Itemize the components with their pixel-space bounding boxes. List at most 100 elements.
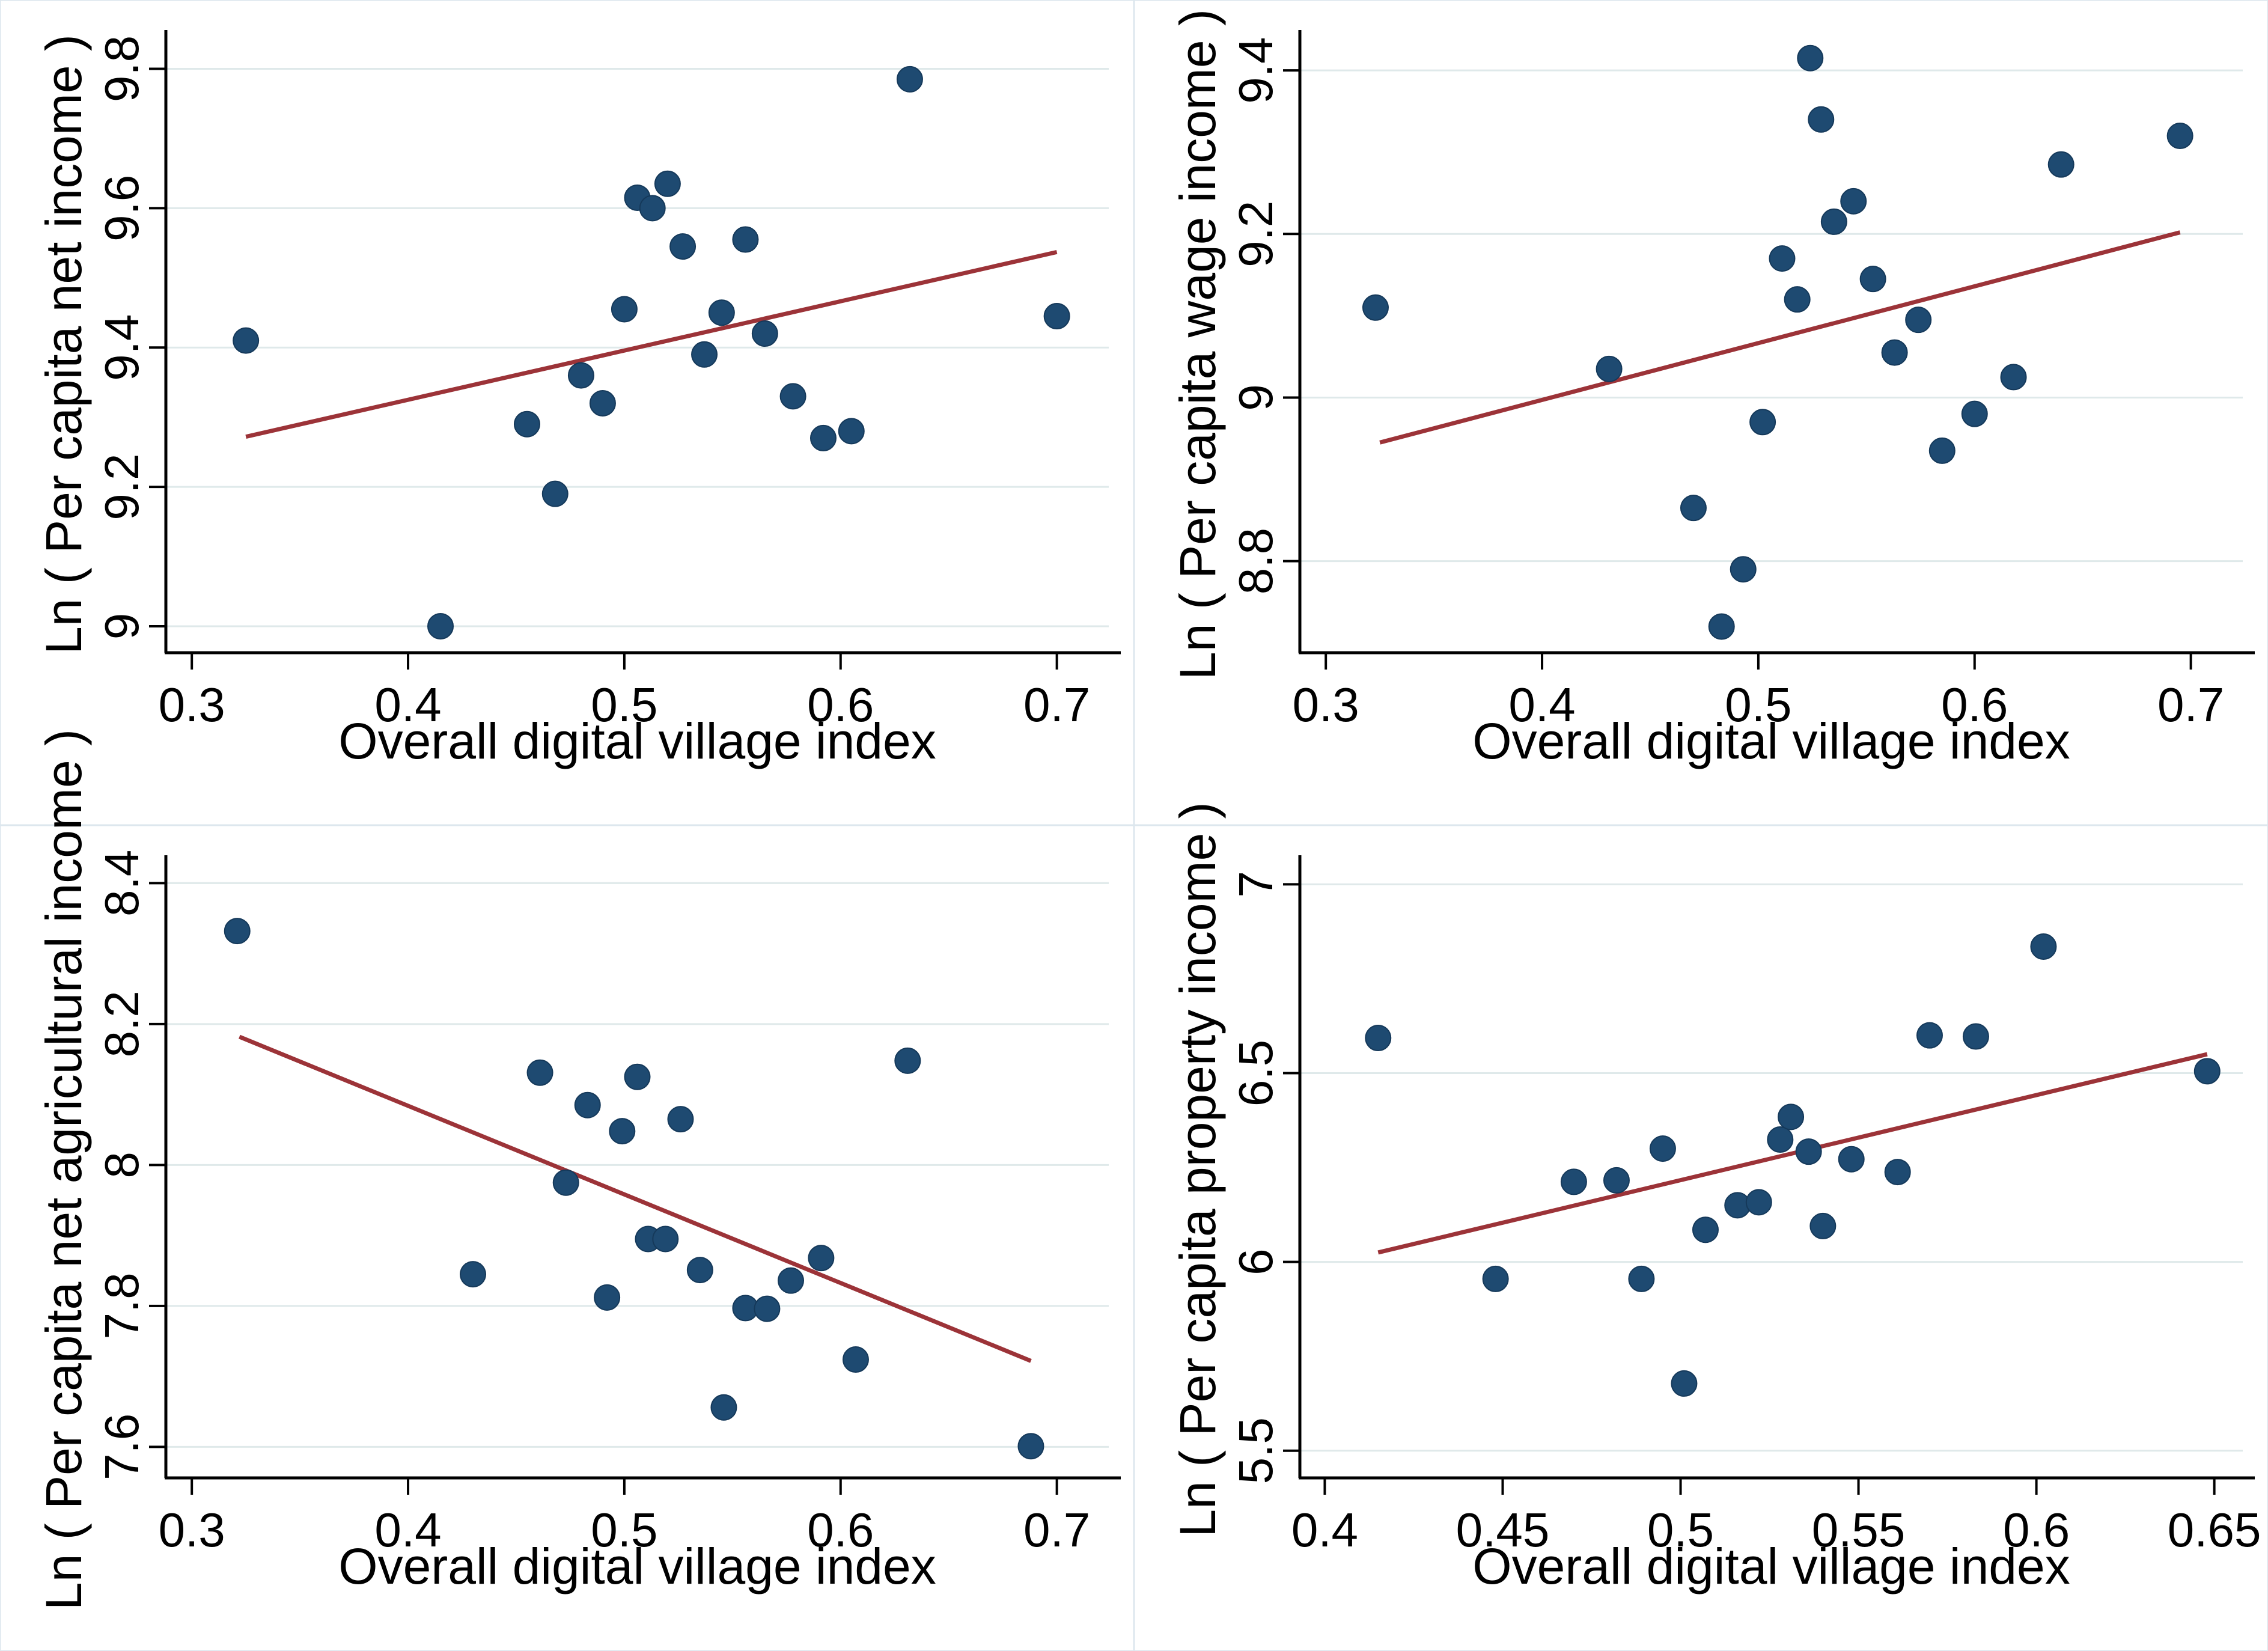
- data-point: [1365, 1025, 1392, 1052]
- x-tick-label: 0.3: [159, 678, 225, 731]
- x-tick-label: 0.6: [807, 678, 874, 731]
- data-point: [808, 1245, 835, 1272]
- data-point: [526, 1059, 553, 1086]
- y-axis-title: Ln ( Per capita net agricultural income …: [35, 729, 92, 1610]
- data-point: [541, 480, 569, 507]
- y-tick-label: 9.2: [1229, 201, 1282, 267]
- x-tick-label: 0.5: [591, 1503, 657, 1557]
- data-point: [842, 1346, 869, 1373]
- data-point: [2047, 151, 2074, 178]
- data-point: [611, 296, 638, 323]
- data-point: [751, 320, 778, 347]
- x-tick-label: 0.6: [807, 1503, 874, 1557]
- x-tick-label: 0.3: [1293, 678, 1359, 731]
- data-point: [513, 410, 540, 438]
- y-tick-label: 5.5: [1229, 1417, 1282, 1484]
- data-point: [1603, 1167, 1630, 1194]
- data-point: [896, 66, 923, 93]
- x-tick-label: 0.65: [2168, 1503, 2261, 1557]
- data-point: [1961, 400, 1988, 427]
- data-point: [1809, 1212, 1837, 1239]
- data-point: [2166, 123, 2193, 150]
- data-point: [594, 1284, 621, 1311]
- data-point: [1916, 1022, 1943, 1049]
- x-axis-title: Overall digital village index: [1472, 1538, 2070, 1595]
- data-point: [809, 424, 837, 451]
- y-tick-label: 9.2: [95, 453, 148, 520]
- y-tick-label: 7: [1229, 871, 1282, 898]
- x-tick-label: 0.4: [1508, 678, 1575, 731]
- y-axis-title: Ln ( Per capita net income ): [35, 34, 92, 655]
- x-tick-label: 0.6: [1941, 678, 2008, 731]
- net-income-chart: 9 9.2 9.4 9.6 9.8 0.3 0.4 0.5 0.6 0.7 Overall digi…: [0, 0, 1135, 826]
- data-point: [1797, 44, 1824, 72]
- data-point: [1017, 1433, 1044, 1460]
- data-point: [1730, 556, 1757, 583]
- data-point: [669, 233, 697, 260]
- data-point: [1840, 188, 1867, 215]
- data-point: [1881, 339, 1908, 366]
- data-point: [1767, 1126, 1794, 1153]
- data-point: [1362, 294, 1389, 321]
- plot-background: [1133, 0, 2268, 826]
- fit-line: [1377, 1052, 2208, 1255]
- x-tick-label: 0.5: [591, 678, 657, 731]
- plot-background: [0, 824, 1135, 1651]
- data-point: [1962, 1023, 1989, 1050]
- data-point: [654, 170, 681, 197]
- scatter-plot-agricultural-income: 7.6 7.8 8 8.2 8.4 0.3 0.4 0.5 0.6 0.7 Overall digi…: [0, 729, 1135, 1651]
- data-point: [691, 341, 718, 368]
- y-tick-label: 7.6: [95, 1414, 148, 1480]
- x-axis-title: Overall digital village index: [338, 1538, 936, 1595]
- x-tick-label: 0.4: [1291, 1503, 1358, 1557]
- data-point: [1778, 1103, 1805, 1131]
- data-point: [710, 1394, 737, 1421]
- data-point: [1628, 1265, 1655, 1292]
- data-point: [2193, 1058, 2221, 1085]
- x-tick-label: 0.4: [374, 678, 441, 731]
- y-tick-label: 7.8: [95, 1272, 148, 1339]
- data-point: [754, 1295, 781, 1322]
- data-point: [1482, 1265, 1509, 1292]
- y-axis-title: Ln ( Per capita wage income ): [1169, 9, 1226, 680]
- agricultural-income-chart: 7.6 7.8 8 8.2 8.4 0.3 0.4 0.5 0.6 0.7 Overall digi…: [0, 729, 1135, 1651]
- y-tick-label: 9: [95, 613, 148, 640]
- data-point: [552, 1169, 579, 1196]
- x-tick-label: 0.3: [159, 1503, 225, 1557]
- data-point: [894, 1047, 921, 1074]
- data-point: [1692, 1216, 1719, 1244]
- data-point: [1905, 307, 1932, 334]
- y-axis-title: Ln ( Per capita property income ): [1169, 802, 1226, 1537]
- data-point: [1560, 1168, 1587, 1195]
- x-tick-label: 0.7: [1023, 1503, 1090, 1557]
- data-point: [1749, 409, 1776, 436]
- data-point: [2030, 933, 2057, 960]
- data-point: [1795, 1138, 1822, 1165]
- data-point: [1043, 303, 1070, 330]
- data-point: [589, 389, 616, 417]
- x-tick-label: 0.5: [1725, 678, 1791, 731]
- data-point: [1649, 1135, 1676, 1162]
- y-tick-label: 9.4: [1229, 37, 1282, 104]
- data-point: [427, 612, 454, 639]
- data-point: [1928, 437, 1956, 464]
- scatter-plot-property-income: 5.5 6 6.5 7 0.4 0.45 0.5 0.55 0.6 0.65 Overall dig…: [1133, 802, 2268, 1651]
- x-tick-label: 0.45: [1456, 1503, 1550, 1557]
- data-point: [778, 1267, 805, 1294]
- fit-line: [1379, 230, 2181, 445]
- fit-line: [245, 249, 1058, 439]
- wage-income-chart: 8.8 9 9.2 9.4 0.3 0.4 0.5 0.6 0.7 Overall digital…: [1133, 0, 2268, 826]
- y-tick-label: 6: [1229, 1248, 1282, 1275]
- x-tick-label: 0.5: [1647, 1503, 1714, 1557]
- y-tick-label: 6.5: [1229, 1040, 1282, 1106]
- data-point: [779, 383, 806, 410]
- y-tick-label: 9.8: [95, 35, 148, 102]
- y-tick-label: 9: [1229, 384, 1282, 411]
- data-point: [460, 1261, 487, 1288]
- data-point: [652, 1225, 679, 1253]
- fit-line: [239, 1034, 1032, 1363]
- plot-background: [0, 0, 1135, 826]
- data-point: [567, 362, 594, 389]
- data-point: [2000, 364, 2027, 391]
- data-point: [624, 1063, 651, 1090]
